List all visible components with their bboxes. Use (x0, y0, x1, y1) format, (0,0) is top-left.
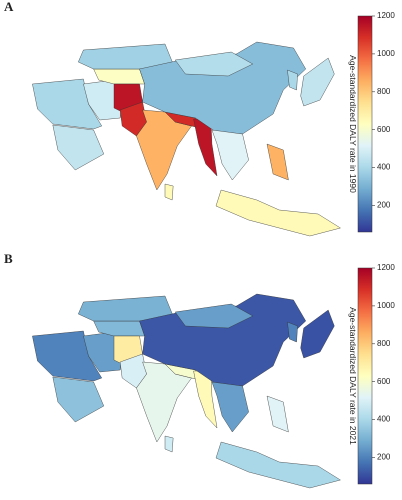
colorbar-tick-label: 1000 (377, 301, 395, 310)
region (215, 189, 341, 237)
colorbar-tick-label: 600 (377, 125, 391, 134)
panel-label: B (4, 251, 13, 266)
region (211, 129, 249, 181)
region (174, 51, 254, 77)
map-panel: B 200 400 600 800 1000 1200 Age-standardized DA… (4, 251, 395, 489)
colorbar (357, 15, 373, 233)
colorbar-tick-label: 200 (377, 453, 391, 462)
colorbar-title: Age-standardized DALY rate in 1990 (348, 55, 358, 193)
colorbar-tick-label: 200 (377, 201, 391, 210)
region (300, 57, 335, 107)
region (52, 124, 105, 171)
colorbar-tick-label: 400 (377, 163, 391, 172)
colorbar (357, 267, 373, 485)
region (287, 69, 298, 91)
region (211, 381, 249, 433)
region (215, 441, 341, 489)
colorbar-tick-label: 600 (377, 377, 391, 386)
region (174, 303, 254, 329)
colorbar-tick-label: 1000 (377, 49, 395, 58)
colorbar-tick-label: 1200 (377, 263, 395, 272)
colorbar-tick-label: 800 (377, 339, 391, 348)
region (32, 78, 103, 130)
colorbar-tick-label: 800 (377, 87, 391, 96)
region (164, 435, 174, 453)
region (287, 321, 298, 343)
region (266, 143, 289, 181)
colorbar-tick-label: 1200 (377, 11, 395, 20)
region (266, 395, 289, 433)
map (32, 41, 341, 237)
region (52, 376, 105, 423)
region (164, 183, 174, 201)
colorbar-title: Age-standardized DALY rate in 2021 (348, 307, 358, 445)
map-panel: A 200 400 600 800 1000 1200 Age-standardized DA… (4, 0, 395, 237)
colorbar-tick-label: 400 (377, 415, 391, 424)
region (300, 309, 335, 359)
map (32, 293, 341, 489)
region (32, 330, 103, 382)
panel-label: A (4, 0, 14, 14)
